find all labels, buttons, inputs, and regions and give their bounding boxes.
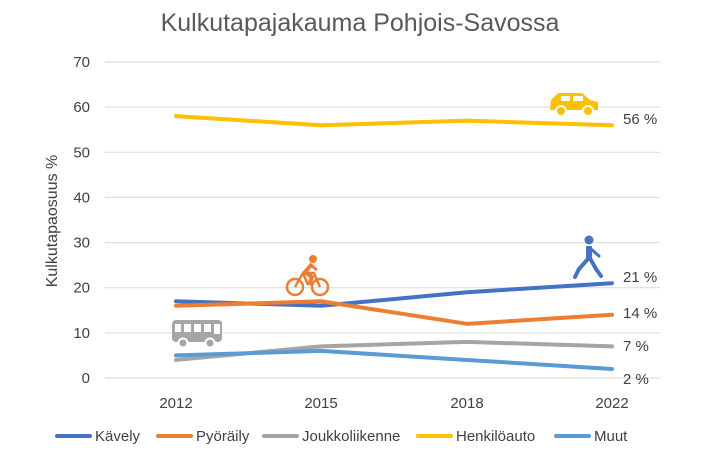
y-tick-label: 0: [82, 370, 90, 387]
x-tick-label: 2018: [450, 395, 483, 412]
end-label: 56 %: [623, 111, 657, 128]
legend-label: Kävely: [95, 428, 141, 445]
y-tick-label: 50: [73, 144, 90, 161]
y-axis-label: Kulkutapaosuus %: [44, 155, 61, 288]
x-axis-ticks: 2012 2015 2018 2022: [159, 395, 628, 412]
chart-title: Kulkutapajakauma Pohjois-Savossa: [161, 9, 560, 37]
x-tick-label: 2022: [595, 395, 628, 412]
end-labels: 21 % 14 % 7 % 56 % 2 %: [623, 111, 657, 388]
y-tick-label: 40: [73, 189, 90, 206]
x-tick-label: 2015: [304, 395, 337, 412]
y-tick-label: 30: [73, 235, 90, 252]
series-line-1: [174, 299, 614, 326]
y-axis-ticks: 0 10 20 30 40 50 60 70: [73, 54, 90, 387]
end-label: 21 %: [623, 269, 657, 286]
bicycle-icon: [285, 255, 330, 297]
y-tick-label: 10: [73, 325, 90, 342]
end-label: 2 %: [623, 371, 649, 388]
bus-icon: [172, 320, 222, 349]
legend-label: Pyöräily: [196, 428, 250, 445]
car-icon: [550, 93, 598, 117]
legend-label: Joukkoliikenne: [302, 428, 400, 445]
series-line-4: [174, 348, 614, 371]
series-line-3: [174, 114, 614, 128]
end-label: 14 %: [623, 305, 657, 322]
x-tick-label: 2012: [159, 395, 192, 412]
series-lines: [174, 114, 614, 371]
y-tick-label: 70: [73, 54, 90, 71]
legend-label: Henkilöauto: [456, 428, 535, 445]
legend-label: Muut: [594, 428, 628, 445]
legend: Kävely Pyöräily Joukkoliikenne Henkilöauto M…: [55, 428, 628, 445]
y-tick-label: 60: [73, 99, 90, 116]
y-tick-label: 20: [73, 280, 90, 297]
pedestrian-icon: [573, 235, 603, 279]
end-label: 7 %: [623, 338, 649, 355]
